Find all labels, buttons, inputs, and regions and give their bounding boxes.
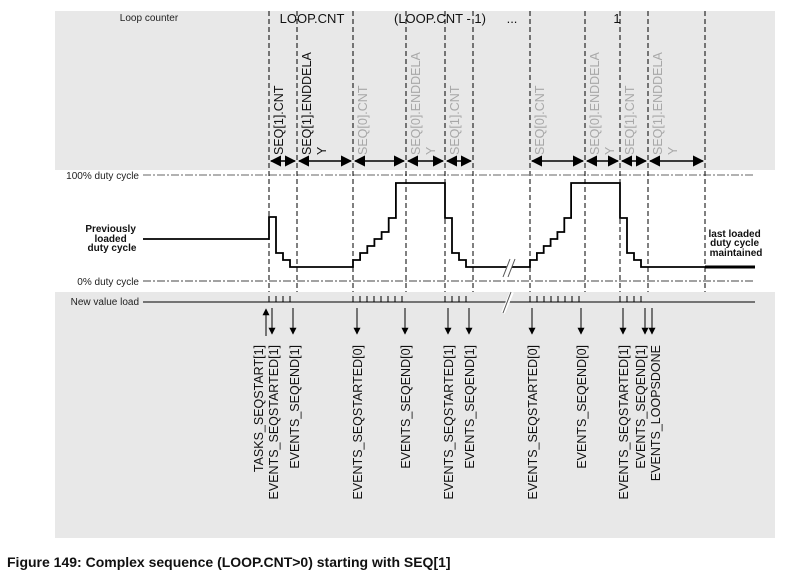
- event-label: TASKS_SEQSTART[1]: [252, 345, 266, 472]
- value-load-ticks: [268, 296, 642, 302]
- loop-label-cnt: LOOP.CNT: [280, 11, 345, 26]
- phase-label: SEQ[0].ENDDELA: [409, 52, 423, 155]
- phase-label: SEQ[1].ENDDELA: [651, 52, 665, 155]
- duty-cycle-waveform: [143, 182, 705, 268]
- event-markers: TASKS_SEQSTART[1] EVENTS_SEQSTARTED[1] EVE…: [252, 308, 663, 499]
- bottom-panel: [55, 292, 775, 538]
- duty-0-label: 0% duty cycle: [77, 277, 139, 288]
- phase-label: SEQ[0].ENDDELA: [588, 52, 602, 155]
- duty-100-label: 100% duty cycle: [66, 171, 139, 182]
- new-value-load-label: New value load: [71, 297, 139, 308]
- phase-boundaries: [268, 11, 706, 292]
- event-events-seqend-0: EVENTS_SEQEND[0]: [399, 308, 413, 469]
- event-label: EVENTS_SEQSTARTED[0]: [351, 345, 365, 499]
- phase-label-wrap: Y: [424, 146, 438, 155]
- event-label: EVENTS_LOOPSDONE: [649, 345, 663, 481]
- phase-label-wrap: Y: [315, 146, 329, 155]
- phase-label: SEQ[1].CNT: [448, 85, 462, 155]
- phase-label: SEQ[1].CNT: [623, 85, 637, 155]
- event-label: EVENTS_SEQSTARTED[1]: [442, 345, 456, 499]
- event-label: EVENTS_SEQSTARTED[1]: [617, 345, 631, 499]
- event-label: EVENTS_SEQEND[1]: [634, 345, 648, 469]
- event-label: EVENTS_SEQEND[1]: [288, 345, 302, 469]
- event-label: EVENTS_SEQEND[1]: [463, 345, 477, 469]
- event-events-seqstarted-1: EVENTS_SEQSTARTED[1]: [617, 308, 631, 499]
- event-events-seqstarted-0: EVENTS_SEQSTARTED[0]: [351, 308, 365, 499]
- event-events-seqstarted-0: EVENTS_SEQSTARTED[0]: [526, 308, 540, 499]
- loop-label-ellipsis: ...: [507, 11, 518, 26]
- phase-label: SEQ[1].CNT: [272, 85, 286, 155]
- phase-label-wrap: Y: [603, 146, 617, 155]
- event-events-seqend-1: EVENTS_SEQEND[1]: [463, 308, 477, 469]
- event-label: EVENTS_SEQEND[0]: [575, 345, 589, 469]
- event-label: EVENTS_SEQSTARTED[1]: [267, 345, 281, 499]
- phase-label: SEQ[1].ENDDELA: [300, 52, 314, 155]
- event-events-seqstarted-1: EVENTS_SEQSTARTED[1]: [267, 308, 281, 499]
- previously-loaded-label: Previously loaded duty cycle: [85, 224, 138, 254]
- loop-label-cnt-minus-1: (LOOP.CNT - 1): [394, 11, 486, 26]
- phase-label: SEQ[0].CNT: [356, 85, 370, 155]
- phase-label-wrap: Y: [666, 146, 680, 155]
- phase-label: SEQ[0].CNT: [533, 85, 547, 155]
- event-events-loopsdone: EVENTS_LOOPSDONE: [648, 308, 663, 481]
- break-mark: [501, 258, 516, 314]
- top-panel: [55, 11, 775, 170]
- event-events-seqend-0: EVENTS_SEQEND[0]: [575, 308, 589, 469]
- event-label: EVENTS_SEQEND[0]: [399, 345, 413, 469]
- event-events-seqend-1: EVENTS_SEQEND[1]: [634, 308, 649, 469]
- loop-label-one: 1: [613, 11, 620, 26]
- last-loaded-label: last loaded duty cycle maintained: [708, 229, 763, 259]
- phase-annotations: SEQ[1].CNT SEQ[1].ENDDELA Y SEQ[0].CNT SEQ[0…: [269, 52, 705, 167]
- event-label: EVENTS_SEQSTARTED[0]: [526, 345, 540, 499]
- event-tasks-seqstart-1: TASKS_SEQSTART[1]: [252, 308, 270, 472]
- event-events-seqend-1: EVENTS_SEQEND[1]: [288, 308, 302, 469]
- event-events-seqstarted-1: EVENTS_SEQSTARTED[1]: [442, 308, 456, 499]
- loop-counter-label: Loop counter: [120, 13, 179, 24]
- figure-caption: Figure 149: Complex sequence (LOOP.CNT>0…: [7, 554, 451, 570]
